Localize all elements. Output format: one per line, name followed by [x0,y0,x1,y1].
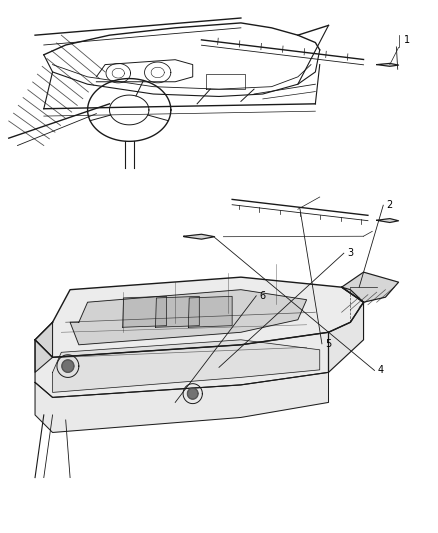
Text: 2: 2 [387,200,393,210]
Polygon shape [184,235,215,239]
Polygon shape [377,63,399,66]
Polygon shape [62,360,74,373]
Polygon shape [53,340,320,392]
Text: 3: 3 [347,248,353,258]
Text: 4: 4 [378,366,384,375]
Text: 1: 1 [404,35,410,45]
Polygon shape [155,296,199,327]
Polygon shape [328,287,364,373]
Polygon shape [70,290,307,345]
Polygon shape [377,219,399,222]
Polygon shape [123,296,166,327]
Polygon shape [35,322,53,373]
Text: 5: 5 [325,339,332,349]
Polygon shape [187,388,198,399]
Text: 6: 6 [260,291,266,301]
Polygon shape [188,296,232,327]
Polygon shape [35,373,329,432]
Polygon shape [35,277,364,357]
Polygon shape [35,332,329,398]
Polygon shape [342,272,399,302]
